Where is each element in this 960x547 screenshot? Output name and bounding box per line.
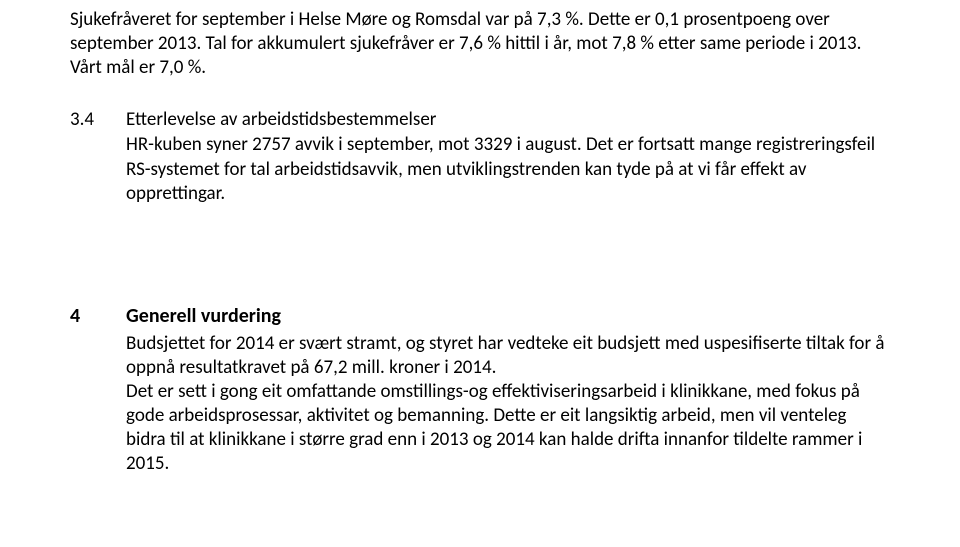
section-title-3-4: Etterlevelse av arbeidstidsbestemmelser	[126, 108, 436, 131]
document-page: Sjukefråveret for september i Helse Møre…	[0, 0, 960, 477]
intro-paragraph: Sjukefråveret for september i Helse Møre…	[70, 8, 890, 80]
section-4-p2: Det er sett i gong eit omfattande omstil…	[126, 380, 890, 477]
section-4-body-block: Budsjettet for 2014 er svært stramt, og …	[126, 332, 890, 477]
section-title-4: Generell vurdering	[126, 304, 281, 328]
section-3-4-body: HR-kuben syner 2757 avvik i september, m…	[126, 133, 890, 205]
section-3-4-body-block: HR-kuben syner 2757 avvik i september, m…	[126, 133, 890, 205]
spacer	[70, 216, 890, 304]
section-4-p1: Budsjettet for 2014 er svært stramt, og …	[126, 332, 890, 380]
section-number-3-4: 3.4	[70, 108, 126, 131]
section-number-4: 4	[70, 304, 126, 328]
section-3-4-header: 3.4 Etterlevelse av arbeidstidsbestemmel…	[70, 108, 890, 131]
section-4-header: 4 Generell vurdering	[70, 304, 890, 328]
